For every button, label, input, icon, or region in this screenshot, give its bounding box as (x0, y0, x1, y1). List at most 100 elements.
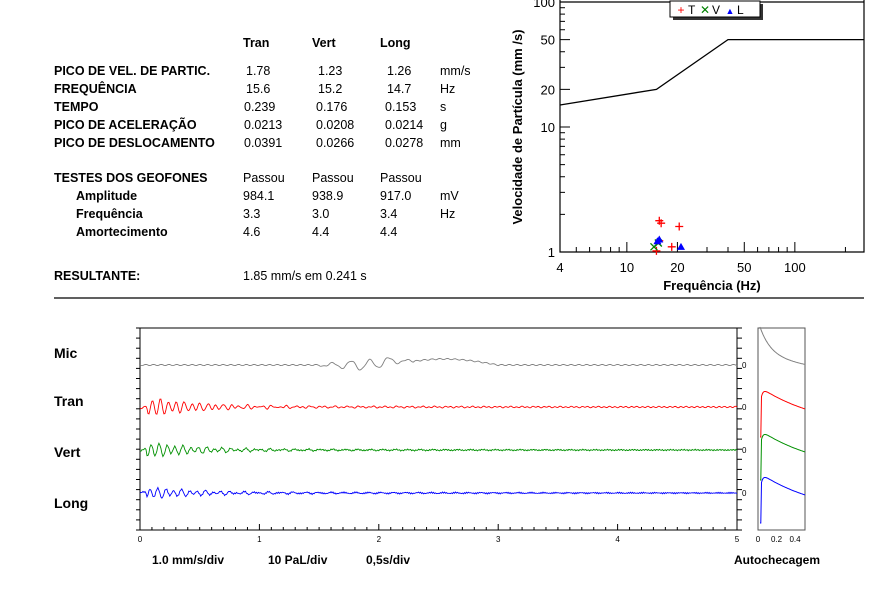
time-tick-label: 4 (615, 535, 620, 544)
row-value: 0.0208 (316, 118, 355, 132)
autocheck-curve-tran (760, 391, 806, 438)
zero-label: 0 (742, 446, 747, 455)
time-tick-label: 0 (138, 535, 143, 544)
channel-label: Mic (54, 345, 78, 361)
channel-label: Long (54, 495, 88, 511)
geophone-status: Passou (243, 171, 285, 185)
autocheck-title: Autochecagem (734, 553, 820, 567)
row-label: PICO DE VEL. DE PARTIC. (54, 64, 211, 78)
legend-label: L (737, 3, 744, 17)
row-unit: mm (440, 136, 461, 150)
row-value: 15.2 (318, 82, 343, 96)
legend-box (669, 0, 761, 18)
limit-line (559, 38, 864, 106)
x-tick-label: 20 (670, 260, 684, 275)
row-value: 1.23 (318, 64, 343, 78)
scale-label: 0,5s/div (366, 553, 410, 567)
geophone-tests-title: TESTES DOS GEOFONES (54, 171, 208, 185)
geophone-value: 3.4 (380, 207, 398, 221)
waveform-long (139, 486, 738, 499)
autocheck-curve-vert (760, 434, 806, 481)
geophone-unit: Hz (440, 207, 456, 221)
geophone-row-label: Frequência (76, 207, 143, 221)
row-label: FREQUÊNCIA (54, 82, 137, 96)
data-point-L (676, 242, 685, 250)
legend-marker-T: + (677, 3, 684, 17)
data-point-T (652, 246, 661, 255)
zero-label: 0 (742, 403, 747, 412)
row-label: PICO DE ACELERAÇÃO (54, 118, 197, 132)
autocheck-tick-label: 0 (756, 535, 761, 544)
row-unit: s (440, 100, 447, 114)
y-tick-label: 100 (533, 0, 555, 10)
geophone-value: 4.6 (243, 225, 261, 239)
channel-label: Vert (54, 444, 81, 460)
y-tick-label: 50 (541, 33, 555, 48)
row-value: 1.78 (246, 64, 271, 78)
y-tick-label: 10 (541, 120, 555, 135)
legend-label: V (712, 3, 720, 17)
geophone-value: 3.0 (312, 207, 330, 221)
row-value: 0.0213 (244, 118, 283, 132)
autocheck-tick-label: 0.4 (789, 535, 801, 544)
data-point-T (657, 219, 666, 228)
row-value: 0.0278 (385, 136, 424, 150)
data-point-L (655, 235, 664, 243)
geophone-value: 984.1 (243, 189, 275, 203)
time-tick-label: 3 (496, 535, 501, 544)
x-tick-label: 50 (737, 260, 751, 275)
row-unit: g (440, 118, 447, 132)
geophone-value: 917.0 (380, 189, 412, 203)
data-point-T (667, 242, 676, 251)
waveform-mic (139, 357, 738, 371)
geophone-row-label: Amortecimento (76, 225, 168, 239)
plot-frame (559, 0, 865, 253)
geophone-value: 3.3 (243, 207, 261, 221)
geophone-value: 4.4 (380, 225, 398, 239)
column-header: Long (380, 36, 411, 50)
data-point-T (675, 222, 684, 231)
row-value: 15.6 (246, 82, 271, 96)
scale-label: 1.0 mm/s/div (152, 553, 224, 567)
x-tick-label: 100 (784, 260, 806, 275)
geophone-row-label: Amplitude (76, 189, 138, 203)
column-header: Vert (312, 36, 336, 50)
waveform-tran (139, 398, 738, 415)
autocheck-frame (757, 327, 806, 531)
row-value: 0.176 (316, 100, 348, 114)
legend-label: T (688, 3, 696, 17)
time-tick-label: 5 (735, 535, 740, 544)
autocheck-tick-label: 0.2 (771, 535, 783, 544)
row-label: PICO DE DESLOCAMENTO (54, 136, 215, 150)
row-unit: Hz (440, 82, 456, 96)
column-header: Tran (243, 36, 270, 50)
legend-marker-L: ▲ (726, 6, 735, 16)
row-value: 0.0266 (316, 136, 355, 150)
autocheck-curve-long (760, 477, 806, 524)
row-value: 0.0391 (244, 136, 283, 150)
legend-marker-V: ✕ (700, 3, 710, 17)
y-axis-label: Velocidade de Partícula (mm /s) (510, 29, 525, 224)
zero-label: 0 (742, 489, 747, 498)
x-tick-label: 10 (620, 260, 634, 275)
autocheck-curve-mic (759, 326, 806, 365)
row-value: 0.0214 (385, 118, 424, 132)
geophone-value: 4.4 (312, 225, 330, 239)
resultant-value: 1.85 mm/s em 0.241 s (243, 269, 367, 283)
row-value: 1.26 (387, 64, 412, 78)
time-tick-label: 1 (257, 535, 262, 544)
geophone-status: Passou (380, 171, 422, 185)
resultant-label: RESULTANTE: (54, 269, 141, 283)
row-value: 0.153 (385, 100, 417, 114)
y-tick-label: 1 (548, 245, 555, 260)
time-tick-label: 2 (377, 535, 382, 544)
row-unit: mm/s (440, 64, 471, 78)
waveform-vert (139, 442, 738, 458)
zero-label: 0 (742, 361, 747, 370)
geophone-value: 938.9 (312, 189, 344, 203)
scale-label: 10 PaL/div (268, 553, 328, 567)
row-value: 0.239 (244, 100, 276, 114)
x-tick-label: 4 (556, 260, 563, 275)
row-value: 14.7 (387, 82, 412, 96)
